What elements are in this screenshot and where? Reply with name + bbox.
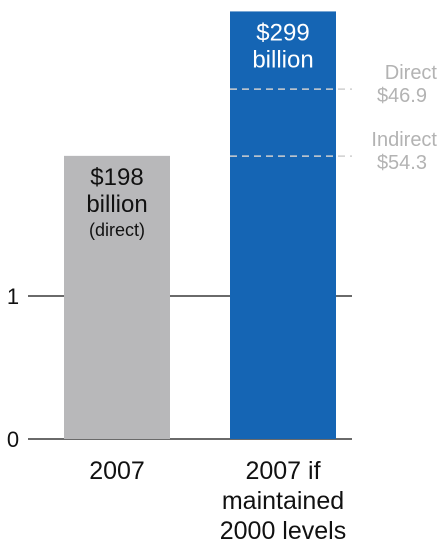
bar-value-label-1-0: $299 <box>256 19 309 46</box>
bar-value-label-0-1: billion <box>86 191 147 218</box>
segment-name-1: Indirect <box>371 129 437 151</box>
category-label-1-0: 2007 if <box>245 457 320 485</box>
bar-value-label-0-0: $198 <box>90 164 143 191</box>
category-label-1-1: maintained <box>222 487 344 515</box>
segment-name-0: Direct <box>385 62 438 84</box>
y-tick-label-0: 0 <box>7 427 19 452</box>
segment-value-0: $46.9 <box>377 85 427 107</box>
bar-sublabel-0: (direct) <box>89 220 145 240</box>
y-tick-label-1: 1 <box>7 284 19 309</box>
category-label-0-0: 2007 <box>89 457 145 485</box>
bar-value-label-1-1: billion <box>252 46 313 73</box>
segment-value-1: $54.3 <box>377 152 427 174</box>
bar-0 <box>64 155 170 440</box>
category-label-1-2: 2000 levels <box>220 517 346 545</box>
bar-1 <box>230 11 336 440</box>
